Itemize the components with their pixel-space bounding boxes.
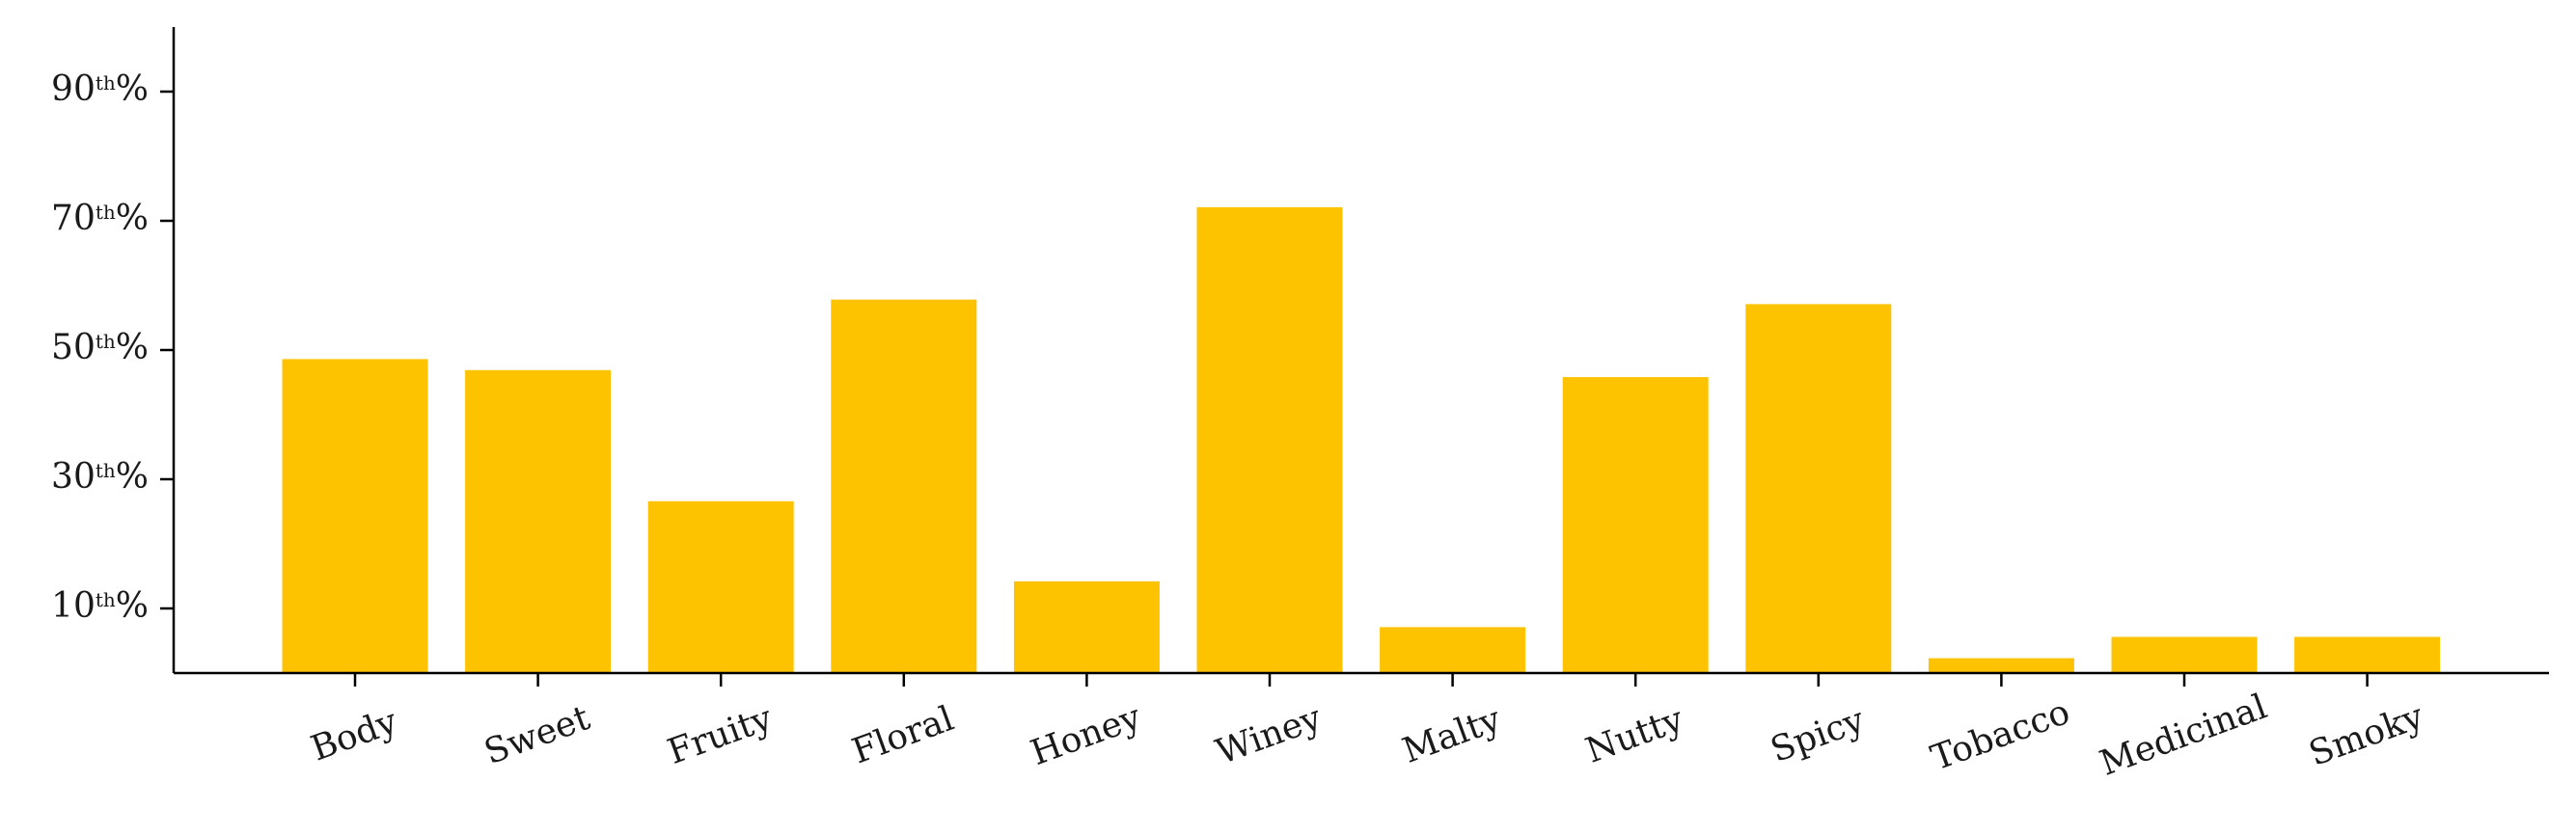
- x-tick-label: Smoky: [2304, 696, 2429, 774]
- x-tick-label: Nutty: [1580, 699, 1688, 770]
- bar-smoky: [2294, 636, 2441, 673]
- bar-spicy: [1745, 304, 1892, 673]
- y-tick-label: 10th%: [51, 586, 149, 626]
- x-tick-label: Sweet: [480, 698, 595, 772]
- x-tick-label: Medicinal: [2095, 688, 2272, 784]
- bars-group: [282, 206, 2441, 673]
- x-tick-label: Body: [306, 702, 403, 769]
- x-tick-label: Fruity: [663, 698, 779, 772]
- bar-medicinal: [2111, 636, 2258, 673]
- y-tick-label: 50th%: [51, 328, 149, 367]
- x-tick-label: Honey: [1026, 697, 1146, 773]
- y-tick-label: 30th%: [51, 457, 149, 497]
- x-tick-label: Malty: [1398, 699, 1507, 771]
- y-axis-ticks: 10th% 30th% 50th% 70th% 90th%: [51, 69, 174, 626]
- x-tick-label: Floral: [847, 699, 959, 772]
- bar-fruity: [647, 500, 794, 673]
- x-tick-label: Winey: [1211, 698, 1328, 772]
- bar-nutty: [1562, 377, 1709, 673]
- bar-sweet: [465, 369, 612, 673]
- x-tick-label: Spicy: [1766, 700, 1870, 770]
- x-tick-label: Tobacco: [1926, 692, 2074, 779]
- y-tick-label: 70th%: [51, 199, 149, 238]
- bar-malty: [1380, 627, 1526, 673]
- bar-honey: [1013, 580, 1160, 673]
- bar-body: [282, 359, 428, 673]
- bar-winey: [1196, 206, 1343, 673]
- bar-tobacco: [1928, 658, 2074, 673]
- x-axis-ticks: Body Sweet Fruity Floral Honey Winey Malty Nutt…: [306, 673, 2429, 784]
- bar-floral: [831, 299, 977, 673]
- y-tick-label: 90th%: [51, 69, 149, 109]
